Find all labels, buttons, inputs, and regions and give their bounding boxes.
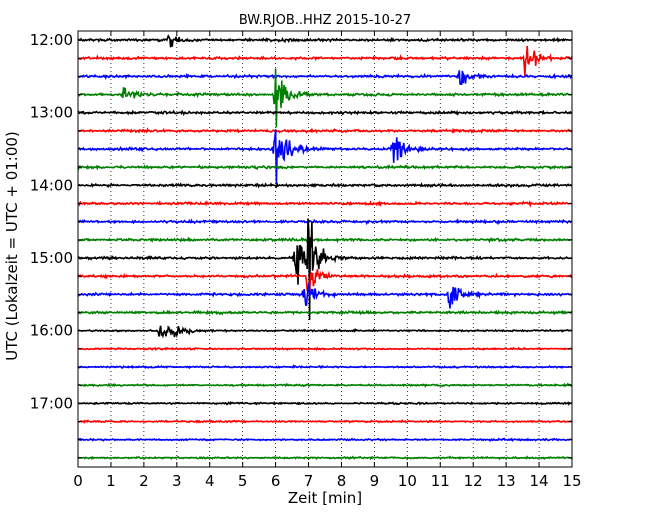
trace-1300 (77, 109, 573, 117)
trace-1330 (77, 129, 573, 184)
x-tick-label: 9 (370, 472, 380, 490)
trace-1400 (77, 181, 573, 189)
trace-1500 (77, 218, 573, 321)
trace-1245 (77, 68, 573, 128)
y-axis-label: UTC (Lokalzeit = UTC + 01:00) (3, 131, 21, 361)
x-tick-label: 5 (238, 472, 248, 490)
x-tick-label: 14 (530, 472, 549, 490)
y-tick-label: 15:00 (30, 249, 73, 267)
x-tick-label: 2 (139, 472, 149, 490)
trace-1645 (77, 382, 573, 388)
x-tick-label: 3 (172, 472, 182, 490)
chart-title: BW.RJOB..HHZ 2015-10-27 (239, 13, 411, 28)
trace-1545 (77, 309, 573, 316)
x-axis-ticks: 0 1 2 3 4 5 6 7 8 9 10 11 12 13 14 15 (73, 31, 582, 490)
x-tick-label: 15 (562, 472, 581, 490)
trace-1315 (77, 127, 573, 135)
x-tick-label: 6 (271, 472, 281, 490)
y-tick-label: 14:00 (30, 176, 73, 194)
y-axis-ticks: 12:00 13:00 14:00 15:00 16:00 17:00 (30, 31, 572, 459)
x-tick-label: 0 (73, 472, 83, 490)
x-tick-label: 11 (431, 472, 450, 490)
y-tick-label: 13:00 (30, 104, 73, 122)
x-tick-label: 10 (398, 472, 417, 490)
x-tick-label: 12 (464, 472, 483, 490)
x-tick-label: 4 (205, 472, 215, 490)
trace-1745 (77, 455, 573, 461)
x-tick-label: 7 (304, 472, 314, 490)
grid-lines (110, 31, 540, 467)
x-tick-label: 1 (106, 472, 116, 490)
trace-1345 (77, 164, 572, 171)
x-tick-label: 8 (337, 472, 347, 490)
trace-1200 (77, 33, 573, 48)
y-tick-label: 16:00 (30, 322, 73, 340)
y-tick-label: 12:00 (30, 31, 73, 49)
trace-1730 (77, 437, 573, 443)
trace-1430 (77, 218, 573, 226)
trace-1600 (77, 325, 573, 339)
seismic-traces (77, 33, 573, 461)
trace-1715 (77, 419, 573, 425)
trace-1515 (77, 269, 573, 294)
plot-frame (77, 30, 573, 468)
trace-1445 (77, 236, 573, 244)
trace-1615 (77, 346, 573, 352)
trace-1530 (77, 282, 573, 309)
trace-1415 (77, 200, 573, 208)
trace-1230 (77, 70, 573, 86)
x-axis-label: Zeit [min] (288, 489, 362, 507)
trace-1700 (77, 400, 573, 406)
trace-1215 (77, 45, 573, 77)
trace-1630 (77, 364, 573, 370)
x-tick-label: 13 (497, 472, 516, 490)
y-tick-label: 17:00 (30, 394, 73, 412)
